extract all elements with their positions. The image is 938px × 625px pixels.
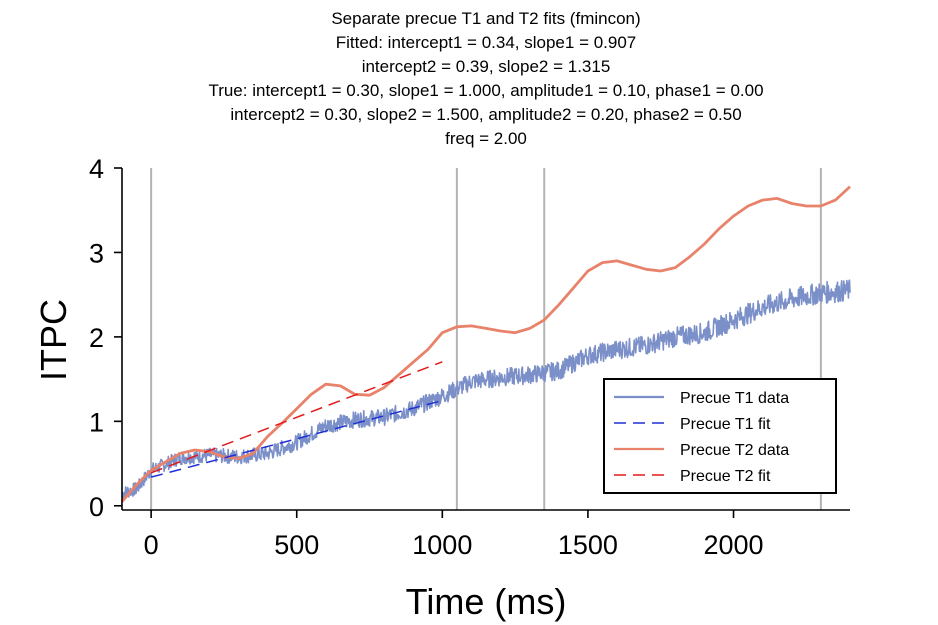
legend-label: Precue T2 fit [680, 468, 771, 485]
title-line: Fitted: intercept1 = 0.34, slope1 = 0.90… [336, 33, 637, 52]
title-line: freq = 2.00 [445, 129, 527, 148]
series-line-precue-t2-fit [150, 361, 443, 474]
x-tick-label: 500 [274, 530, 319, 560]
x-tick-label: 1500 [558, 530, 618, 560]
y-axis-ticks: 0 1 2 3 4 [89, 154, 122, 522]
y-tick-label: 4 [89, 154, 104, 184]
axes [121, 168, 850, 511]
y-tick-label: 2 [89, 323, 104, 353]
legend: Precue T1 data Precue T1 fit Precue T2 dat… [603, 378, 837, 494]
y-tick-label: 0 [89, 492, 104, 522]
title-line: intercept2 = 0.30, slope2 = 1.500, ampli… [230, 105, 741, 124]
x-tick-label: 1000 [412, 530, 472, 560]
legend-label: Precue T2 data [680, 442, 789, 459]
x-axis-ticks: 0 500 1000 1500 2000 [144, 510, 764, 560]
x-axis-label: Time (ms) [406, 581, 567, 622]
legend-label: Precue T1 data [680, 390, 789, 407]
title-line: Separate precue T1 and T2 fits (fmincon) [331, 9, 640, 28]
series-line-precue-t1-fit [150, 399, 443, 478]
legend-label: Precue T1 fit [680, 416, 771, 433]
x-tick-label: 2000 [703, 530, 763, 560]
series-layer [120, 185, 851, 503]
chart-title: Separate precue T1 and T2 fits (fmincon)… [208, 9, 763, 148]
series-line-precue-t1-data [121, 279, 851, 499]
title-line: True: intercept1 = 0.30, slope1 = 1.000,… [208, 81, 763, 100]
x-tick-label: 0 [144, 530, 159, 560]
series-line-precue-t2-data [120, 185, 851, 503]
y-tick-label: 3 [89, 238, 104, 268]
title-line: intercept2 = 0.39, slope2 = 1.315 [362, 57, 611, 76]
y-tick-label: 1 [89, 407, 104, 437]
y-axis-label: ITPC [33, 299, 74, 381]
